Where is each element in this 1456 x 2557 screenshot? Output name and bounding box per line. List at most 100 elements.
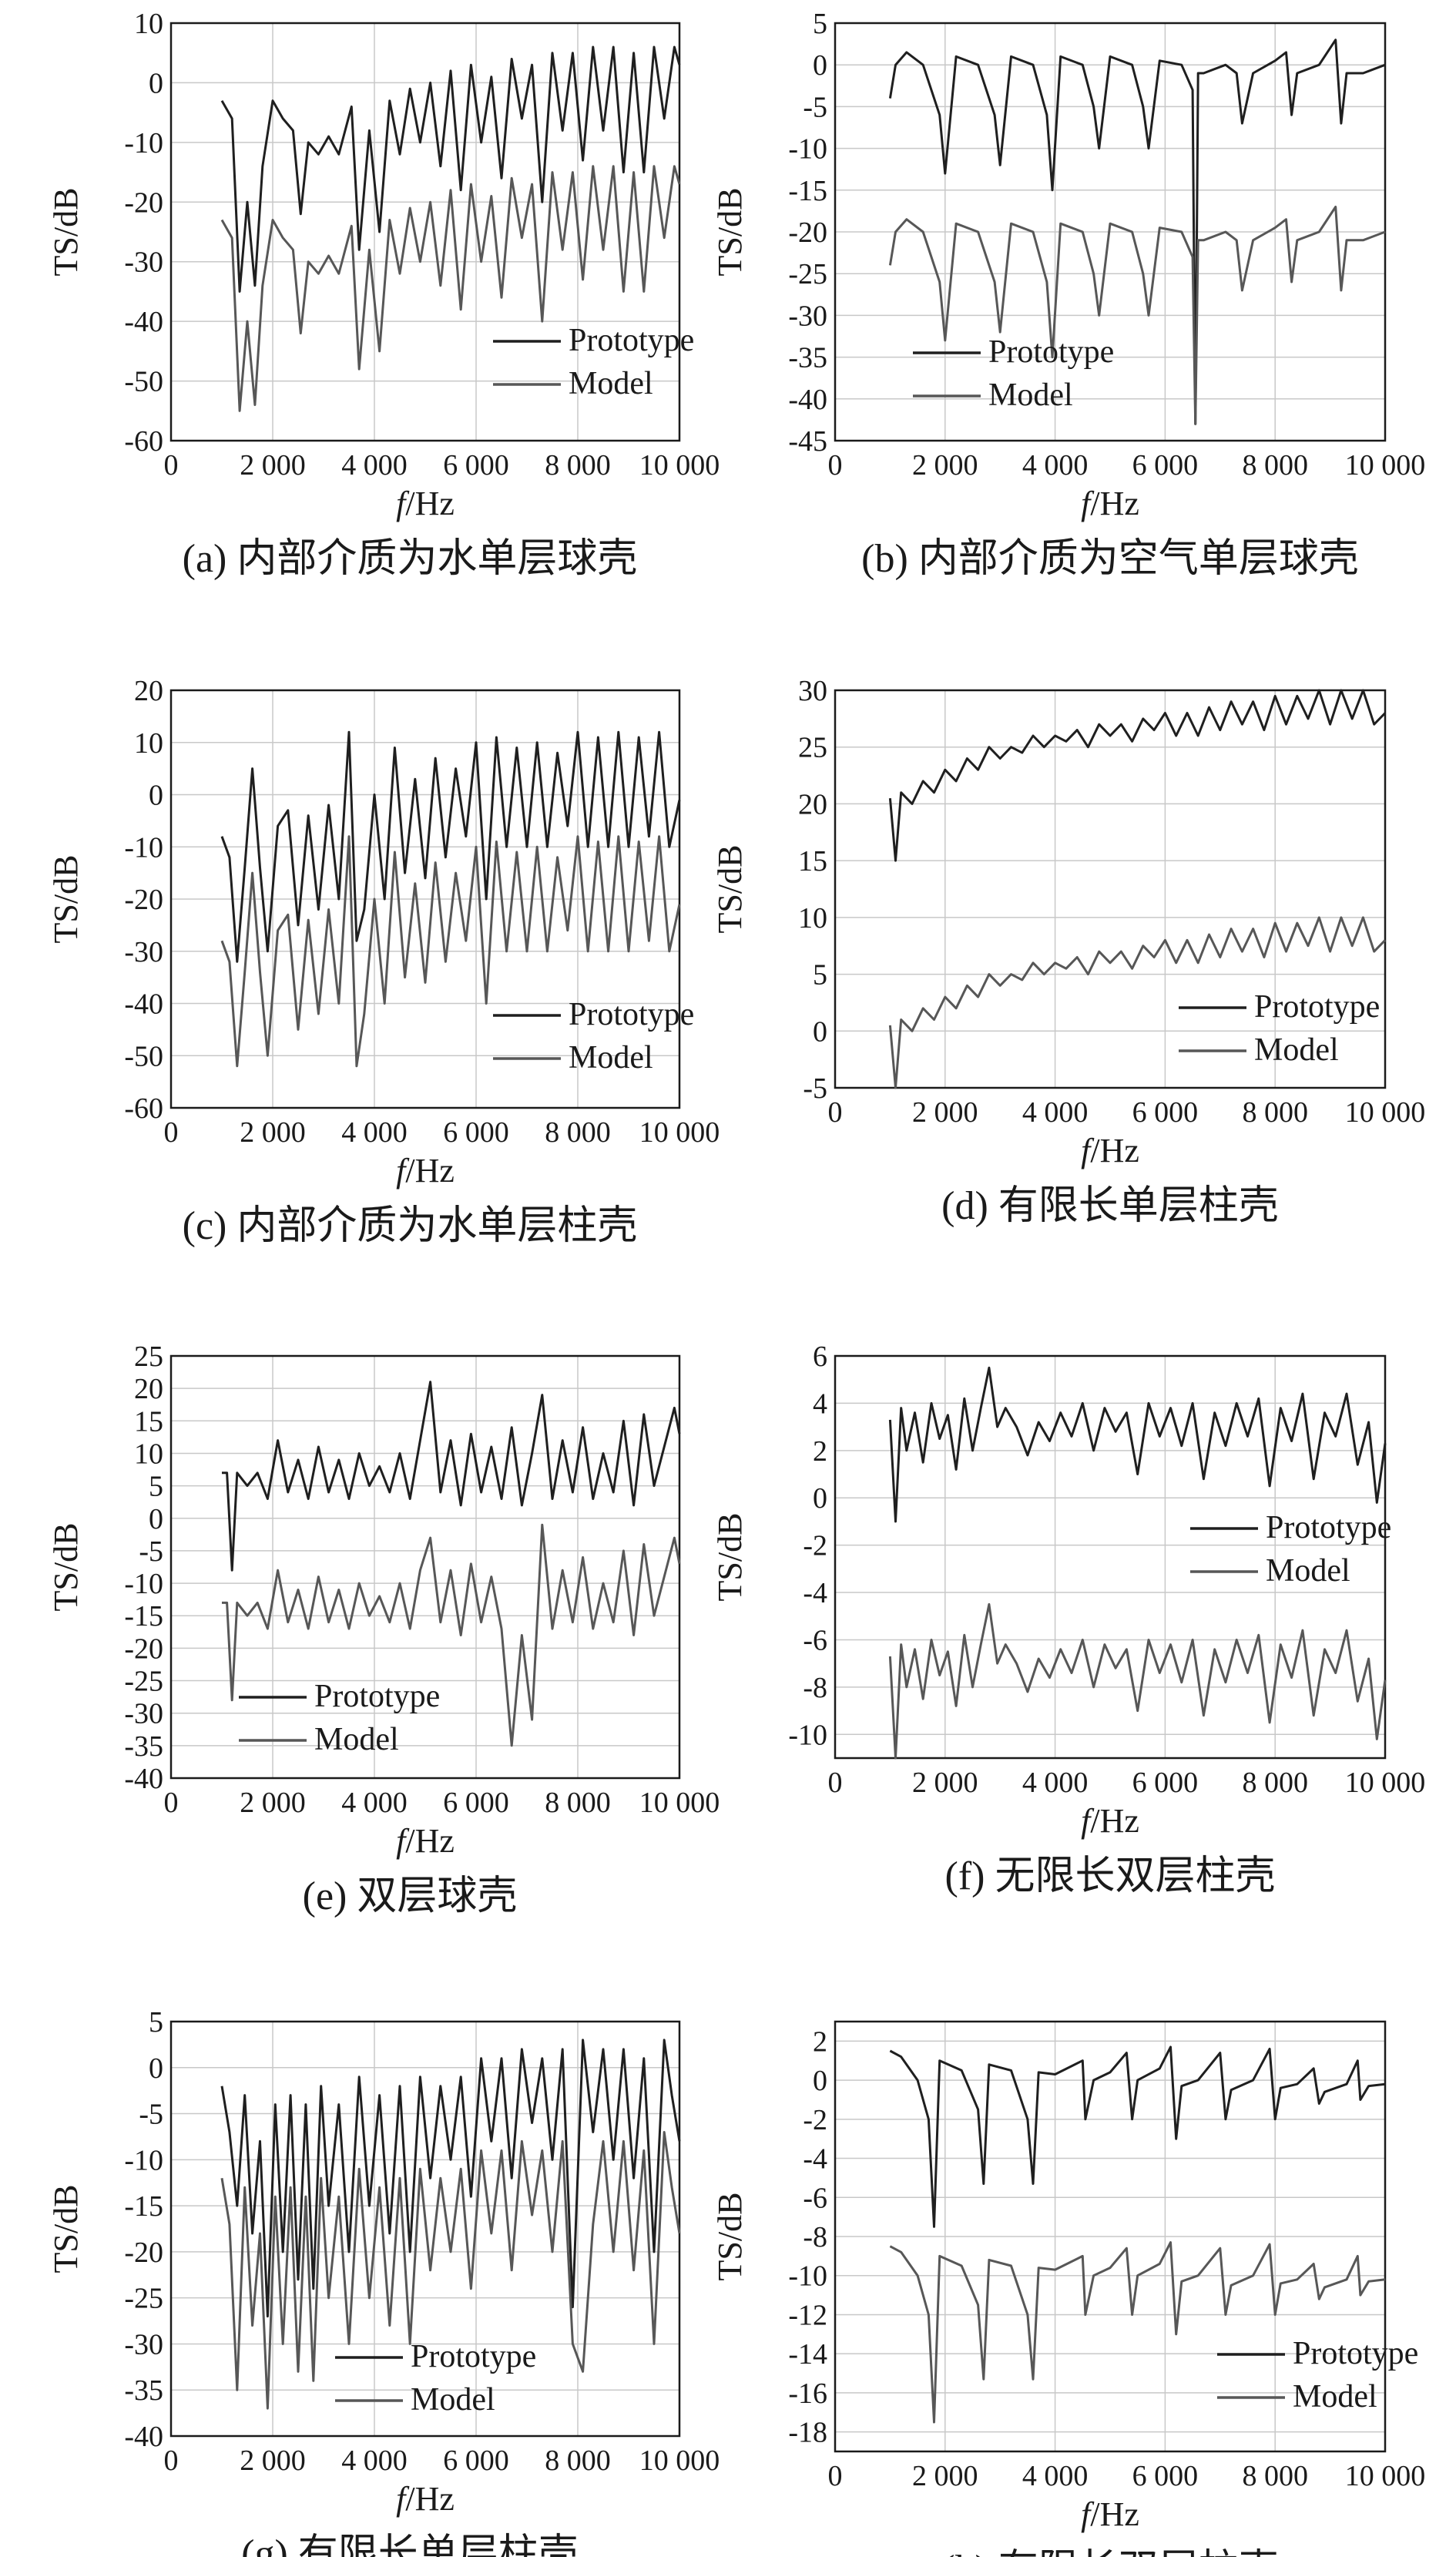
x-tick-label: 4 000	[341, 1787, 408, 1819]
x-axis-label-unit: /Hz	[1090, 485, 1139, 522]
legend-label: Model	[1293, 2379, 1377, 2414]
panel-caption: (d) 有限长单层柱壳	[941, 1184, 1279, 1228]
y-tick-label: -4	[803, 2143, 827, 2176]
y-tick-label: -4	[803, 1577, 827, 1609]
y-tick-label: -2	[803, 2104, 827, 2136]
x-tick-label: 2 000	[912, 2460, 978, 2492]
plot-frame	[169, 689, 681, 1109]
chart-panel-a: 0 2 000 4 000 6 000 8 000 10 000 -60 -50 -40 -30 -…	[47, 8, 720, 581]
x-tick-label: 0	[828, 1096, 843, 1129]
y-tick-label: 0	[813, 1482, 827, 1515]
y-tick-label: 15	[134, 1405, 163, 1438]
y-axis-label: TS/dB	[47, 1523, 85, 1612]
y-tick-label: -20	[124, 1633, 163, 1665]
y-tick-label: -10	[788, 133, 827, 166]
series-line-model	[888, 206, 1386, 425]
x-tick-label: 6 000	[1132, 2460, 1199, 2492]
y-tick-label: -10	[788, 2260, 827, 2293]
y-tick-label: -8	[803, 2221, 827, 2253]
x-tick-label: 0	[828, 2460, 843, 2492]
panel-caption: (e) 双层球壳	[303, 1874, 518, 1918]
y-tick-label: 0	[813, 49, 827, 82]
y-tick-label: 0	[813, 1015, 827, 1048]
y-tick-label: -30	[124, 2328, 163, 2361]
y-tick-label: -6	[803, 1624, 827, 1656]
y-tick-label: -16	[788, 2377, 827, 2410]
y-tick-label: -40	[124, 2421, 163, 2453]
y-tick-label: 15	[798, 845, 827, 878]
y-tick-label: -5	[139, 2099, 163, 2131]
x-axis-label: f/Hz	[396, 1152, 455, 1190]
x-tick-label: 4 000	[341, 1116, 408, 1149]
y-tick-label: -25	[124, 1666, 163, 1698]
x-tick-label: 8 000	[1242, 2460, 1308, 2492]
legend-label: Model	[411, 2382, 495, 2418]
y-axis-label: TS/dB	[47, 855, 85, 944]
y-tick-label: -25	[788, 258, 827, 290]
y-tick-label: -45	[788, 425, 827, 458]
x-tick-label: 8 000	[545, 1787, 611, 1819]
x-tick-label: 0	[828, 449, 843, 482]
y-axis-label: TS/dB	[711, 188, 749, 277]
x-axis-label: f/Hz	[1081, 1132, 1139, 1169]
y-tick-label: -2	[803, 1530, 827, 1562]
x-axis-label-unit: /Hz	[405, 2480, 455, 2518]
y-tick-label: -50	[124, 366, 163, 398]
x-axis-label: f/Hz	[396, 485, 455, 522]
y-tick-label: -15	[124, 1600, 163, 1633]
series-line-prototype	[888, 689, 1387, 862]
y-tick-label: -15	[788, 175, 827, 207]
x-tick-label: 2 000	[912, 1096, 978, 1129]
x-tick-label: 10 000	[1345, 1096, 1426, 1129]
y-axis-label: TS/dB	[711, 2193, 749, 2281]
x-tick-label: 6 000	[443, 1116, 509, 1149]
y-tick-label: -20	[124, 884, 163, 916]
y-tick-label: -8	[803, 1672, 827, 1704]
y-tick-label: -30	[124, 936, 163, 968]
panel-caption: (c) 内部介质为水单层柱壳	[183, 1204, 638, 1248]
y-tick-label: -10	[124, 1568, 163, 1600]
x-tick-label: 2 000	[912, 1767, 978, 1799]
x-tick-label: 10 000	[639, 2445, 720, 2477]
x-axis-label-unit: /Hz	[1090, 2495, 1139, 2533]
y-tick-label: -20	[788, 216, 827, 249]
y-tick-label: 30	[798, 675, 827, 707]
x-axis-label-unit: /Hz	[1090, 1802, 1139, 1840]
y-tick-label: 0	[149, 67, 163, 99]
y-tick-label: -60	[124, 425, 163, 458]
series-line-prototype	[222, 1381, 681, 1572]
y-tick-label: -20	[124, 2237, 163, 2269]
series-line-prototype	[889, 2045, 1386, 2228]
legend-label: Model	[569, 1040, 653, 1075]
y-tick-label: -30	[124, 247, 163, 279]
x-tick-label: 4 000	[341, 449, 408, 482]
y-tick-label: -40	[124, 306, 163, 338]
y-tick-label: 5	[149, 2006, 163, 2039]
series-line-prototype	[888, 39, 1386, 425]
series-line-model	[889, 2241, 1386, 2424]
x-tick-label: 4 000	[1022, 1767, 1089, 1799]
y-tick-label: 6	[813, 1341, 827, 1373]
x-tick-label: 4 000	[341, 2445, 408, 2477]
y-tick-label: -60	[124, 1092, 163, 1125]
x-tick-label: 6 000	[1132, 449, 1199, 482]
series-line-prototype	[220, 45, 681, 293]
y-axis-label: TS/dB	[711, 845, 749, 934]
panel-caption: (h) 有限长双层柱壳	[941, 2548, 1279, 2557]
chart-panel-g: 0 2 000 4 000 6 000 8 000 10 000 -40 -35 -30 -25 -…	[47, 2006, 720, 2557]
y-tick-label: -30	[124, 1698, 163, 1730]
x-tick-label: 10 000	[639, 449, 720, 482]
legend-label: Prototype	[314, 1679, 440, 1714]
x-axis-label-unit: /Hz	[405, 1822, 455, 1860]
y-tick-label: 0	[149, 780, 163, 812]
series-line-prototype	[220, 730, 681, 963]
x-axis-label-unit: /Hz	[405, 485, 455, 522]
series-line-model	[222, 1523, 681, 1747]
y-tick-label: -18	[788, 2417, 827, 2449]
y-tick-label: 10	[134, 8, 163, 40]
legend-label: Prototype	[988, 334, 1114, 370]
y-tick-label: -10	[124, 831, 163, 864]
x-tick-label: 4 000	[1022, 1096, 1089, 1129]
x-tick-label: 10 000	[1345, 1767, 1426, 1799]
